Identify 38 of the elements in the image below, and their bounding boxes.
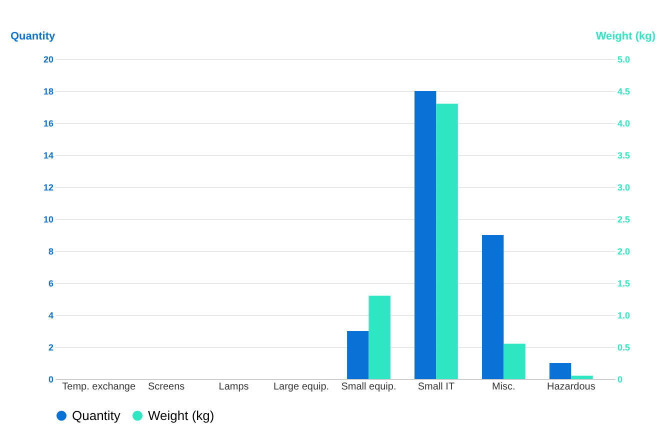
y-tick-label: 14 <box>43 150 54 160</box>
y2-tick-label: 3.5 <box>618 150 630 160</box>
legend-label: Quantity <box>72 408 121 423</box>
x-tick-label: Lamps <box>218 382 249 392</box>
x-tick-label: Hazardous <box>546 382 596 392</box>
y-tick-label: 6 <box>48 278 54 288</box>
y-tick-label: 12 <box>43 182 54 192</box>
y2-tick-label: 1.5 <box>618 278 630 288</box>
y2-tick-label: 0.5 <box>618 342 630 352</box>
y2-tick-label: 2.0 <box>618 246 630 256</box>
y2-tick-label: 1.0 <box>618 310 630 320</box>
x-tick-label: Large equip. <box>273 382 330 392</box>
y2-tick-label: 4.0 <box>618 118 630 128</box>
x-tick-label: Small IT <box>418 382 455 392</box>
y-tick-label: 10 <box>43 214 54 224</box>
y-tick-label: 0 <box>48 374 54 384</box>
y-tick-label: 8 <box>48 246 54 256</box>
y-tick-label: 2 <box>48 342 54 352</box>
bar <box>549 363 572 379</box>
x-tick-label: Screens <box>148 382 185 392</box>
bar <box>482 235 504 379</box>
y2-tick-label: 4.5 <box>618 86 630 96</box>
y2-tick-label: 2.5 <box>618 214 630 224</box>
y-tick-label: 18 <box>43 86 54 96</box>
y2-tick-label: 0 <box>618 374 623 384</box>
x-tick-label: Temp. exchange <box>62 382 136 392</box>
legend-label: Weight (kg) <box>148 408 214 423</box>
bar <box>504 344 526 379</box>
y-tick-label: 4 <box>48 310 54 320</box>
y-axis-title: Quantity <box>10 30 56 42</box>
x-tick-label: Small equip. <box>341 382 396 392</box>
y-tick-label: 16 <box>43 118 54 128</box>
bar <box>571 376 593 379</box>
y2-tick-label: 3.0 <box>618 182 630 192</box>
y2-axis-title: Weight (kg) <box>596 30 656 42</box>
y2-tick-label: 5.0 <box>618 54 630 64</box>
y-tick-label: 20 <box>43 54 54 64</box>
x-tick-label: Misc. <box>492 382 516 392</box>
